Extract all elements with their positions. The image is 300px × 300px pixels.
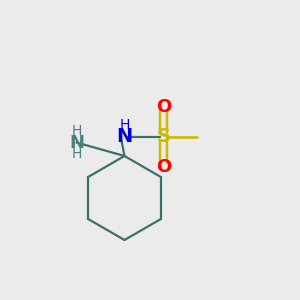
Text: H: H (119, 118, 130, 132)
Text: O: O (156, 98, 171, 116)
Text: O: O (156, 158, 171, 175)
Text: H: H (71, 147, 82, 161)
Text: S: S (157, 127, 170, 146)
Text: N: N (69, 134, 84, 152)
Text: H: H (71, 124, 82, 138)
Text: N: N (116, 127, 133, 146)
